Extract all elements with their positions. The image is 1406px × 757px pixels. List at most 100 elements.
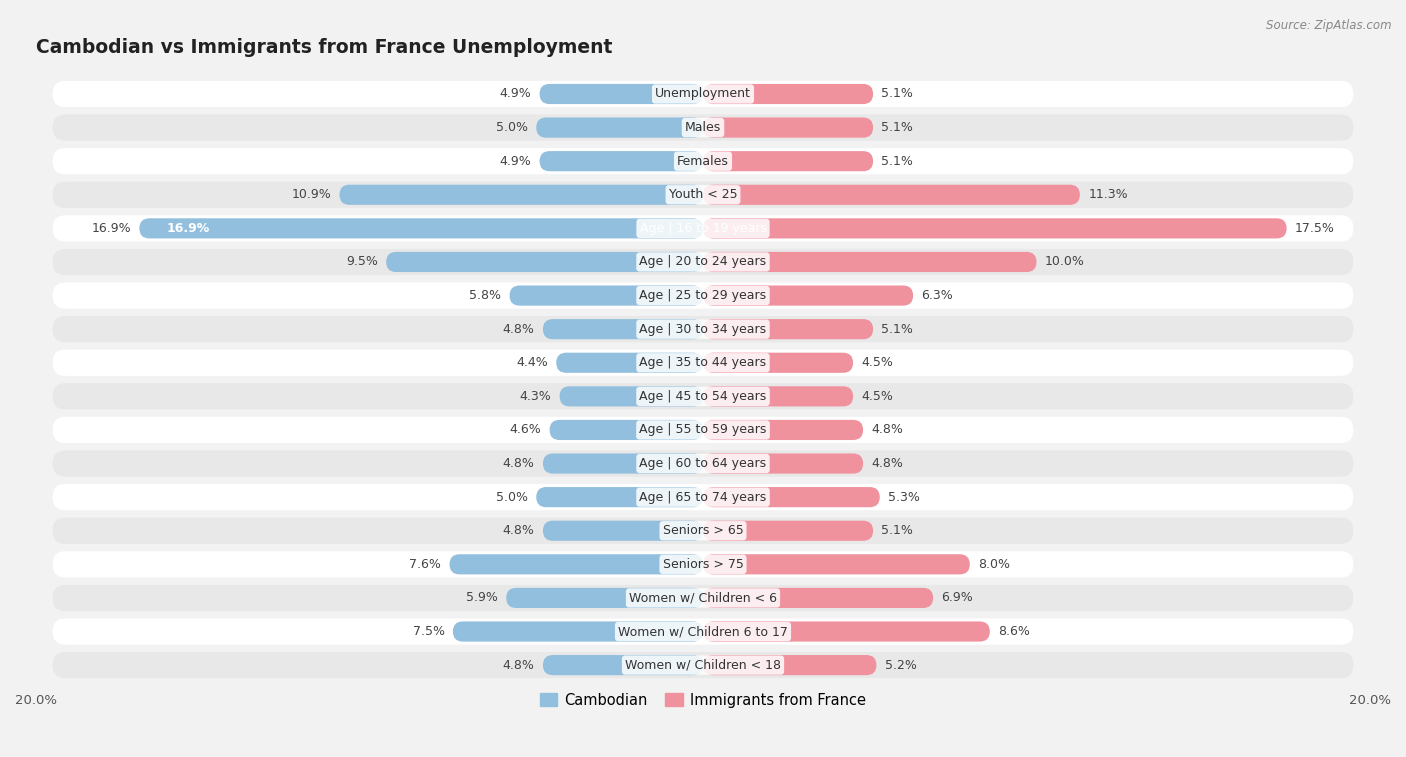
Text: 4.8%: 4.8% — [503, 525, 534, 537]
FancyBboxPatch shape — [543, 453, 703, 474]
Text: 5.0%: 5.0% — [496, 121, 527, 134]
Text: Source: ZipAtlas.com: Source: ZipAtlas.com — [1267, 19, 1392, 32]
Text: 5.9%: 5.9% — [465, 591, 498, 604]
Text: Age | 45 to 54 years: Age | 45 to 54 years — [640, 390, 766, 403]
FancyBboxPatch shape — [703, 420, 863, 440]
FancyBboxPatch shape — [52, 518, 1354, 544]
FancyBboxPatch shape — [703, 487, 880, 507]
Text: 4.8%: 4.8% — [503, 659, 534, 671]
FancyBboxPatch shape — [703, 655, 876, 675]
Text: 5.3%: 5.3% — [889, 491, 920, 503]
FancyBboxPatch shape — [52, 350, 1354, 376]
Text: 10.0%: 10.0% — [1045, 255, 1084, 269]
Text: Cambodian vs Immigrants from France Unemployment: Cambodian vs Immigrants from France Unem… — [37, 38, 613, 57]
Legend: Cambodian, Immigrants from France: Cambodian, Immigrants from France — [534, 687, 872, 714]
Text: Males: Males — [685, 121, 721, 134]
Text: 4.4%: 4.4% — [516, 357, 548, 369]
FancyBboxPatch shape — [52, 450, 1354, 477]
FancyBboxPatch shape — [703, 353, 853, 373]
FancyBboxPatch shape — [52, 282, 1354, 309]
Text: 4.5%: 4.5% — [862, 357, 893, 369]
Text: Women w/ Children < 18: Women w/ Children < 18 — [626, 659, 780, 671]
FancyBboxPatch shape — [52, 484, 1354, 510]
Text: Age | 60 to 64 years: Age | 60 to 64 years — [640, 457, 766, 470]
FancyBboxPatch shape — [52, 316, 1354, 342]
Text: 4.8%: 4.8% — [872, 457, 903, 470]
Text: Age | 65 to 74 years: Age | 65 to 74 years — [640, 491, 766, 503]
Text: 10.9%: 10.9% — [291, 188, 332, 201]
Text: 7.5%: 7.5% — [412, 625, 444, 638]
Text: 8.0%: 8.0% — [979, 558, 1010, 571]
FancyBboxPatch shape — [540, 84, 703, 104]
FancyBboxPatch shape — [540, 151, 703, 171]
Text: Seniors > 65: Seniors > 65 — [662, 525, 744, 537]
Text: Age | 25 to 29 years: Age | 25 to 29 years — [640, 289, 766, 302]
FancyBboxPatch shape — [703, 319, 873, 339]
FancyBboxPatch shape — [453, 621, 703, 642]
FancyBboxPatch shape — [703, 252, 1036, 272]
FancyBboxPatch shape — [52, 383, 1354, 410]
FancyBboxPatch shape — [536, 487, 703, 507]
FancyBboxPatch shape — [543, 521, 703, 540]
FancyBboxPatch shape — [703, 84, 873, 104]
Text: 8.6%: 8.6% — [998, 625, 1031, 638]
FancyBboxPatch shape — [703, 621, 990, 642]
FancyBboxPatch shape — [139, 218, 703, 238]
FancyBboxPatch shape — [339, 185, 703, 205]
Text: 4.5%: 4.5% — [862, 390, 893, 403]
Text: 5.1%: 5.1% — [882, 154, 914, 168]
Text: 4.3%: 4.3% — [519, 390, 551, 403]
FancyBboxPatch shape — [543, 655, 703, 675]
Text: Age | 55 to 59 years: Age | 55 to 59 years — [640, 423, 766, 437]
FancyBboxPatch shape — [703, 151, 873, 171]
FancyBboxPatch shape — [387, 252, 703, 272]
Text: 4.8%: 4.8% — [503, 322, 534, 335]
Text: 5.1%: 5.1% — [882, 525, 914, 537]
FancyBboxPatch shape — [52, 585, 1354, 611]
Text: 4.8%: 4.8% — [503, 457, 534, 470]
Text: 5.1%: 5.1% — [882, 88, 914, 101]
FancyBboxPatch shape — [557, 353, 703, 373]
FancyBboxPatch shape — [509, 285, 703, 306]
Text: 5.1%: 5.1% — [882, 322, 914, 335]
FancyBboxPatch shape — [703, 453, 863, 474]
Text: Age | 16 to 19 years: Age | 16 to 19 years — [640, 222, 766, 235]
FancyBboxPatch shape — [450, 554, 703, 575]
FancyBboxPatch shape — [52, 215, 1354, 241]
FancyBboxPatch shape — [703, 588, 934, 608]
Text: Females: Females — [678, 154, 728, 168]
FancyBboxPatch shape — [52, 81, 1354, 107]
FancyBboxPatch shape — [52, 417, 1354, 443]
FancyBboxPatch shape — [543, 319, 703, 339]
Text: 17.5%: 17.5% — [1295, 222, 1334, 235]
FancyBboxPatch shape — [703, 185, 1080, 205]
FancyBboxPatch shape — [52, 148, 1354, 174]
Text: Youth < 25: Youth < 25 — [669, 188, 737, 201]
FancyBboxPatch shape — [52, 182, 1354, 208]
FancyBboxPatch shape — [550, 420, 703, 440]
FancyBboxPatch shape — [52, 652, 1354, 678]
Text: 6.3%: 6.3% — [921, 289, 953, 302]
FancyBboxPatch shape — [703, 218, 1286, 238]
Text: Age | 20 to 24 years: Age | 20 to 24 years — [640, 255, 766, 269]
FancyBboxPatch shape — [703, 386, 853, 407]
Text: 5.1%: 5.1% — [882, 121, 914, 134]
FancyBboxPatch shape — [506, 588, 703, 608]
Text: 4.8%: 4.8% — [872, 423, 903, 437]
Text: Seniors > 75: Seniors > 75 — [662, 558, 744, 571]
Text: 16.9%: 16.9% — [166, 222, 209, 235]
FancyBboxPatch shape — [703, 554, 970, 575]
FancyBboxPatch shape — [52, 551, 1354, 578]
FancyBboxPatch shape — [52, 114, 1354, 141]
FancyBboxPatch shape — [560, 386, 703, 407]
Text: 4.9%: 4.9% — [499, 154, 531, 168]
FancyBboxPatch shape — [703, 117, 873, 138]
FancyBboxPatch shape — [52, 249, 1354, 275]
Text: Age | 30 to 34 years: Age | 30 to 34 years — [640, 322, 766, 335]
Text: 5.2%: 5.2% — [884, 659, 917, 671]
Text: 5.8%: 5.8% — [470, 289, 501, 302]
Text: 9.5%: 9.5% — [346, 255, 378, 269]
Text: Unemployment: Unemployment — [655, 88, 751, 101]
Text: 4.9%: 4.9% — [499, 88, 531, 101]
Text: 11.3%: 11.3% — [1088, 188, 1128, 201]
